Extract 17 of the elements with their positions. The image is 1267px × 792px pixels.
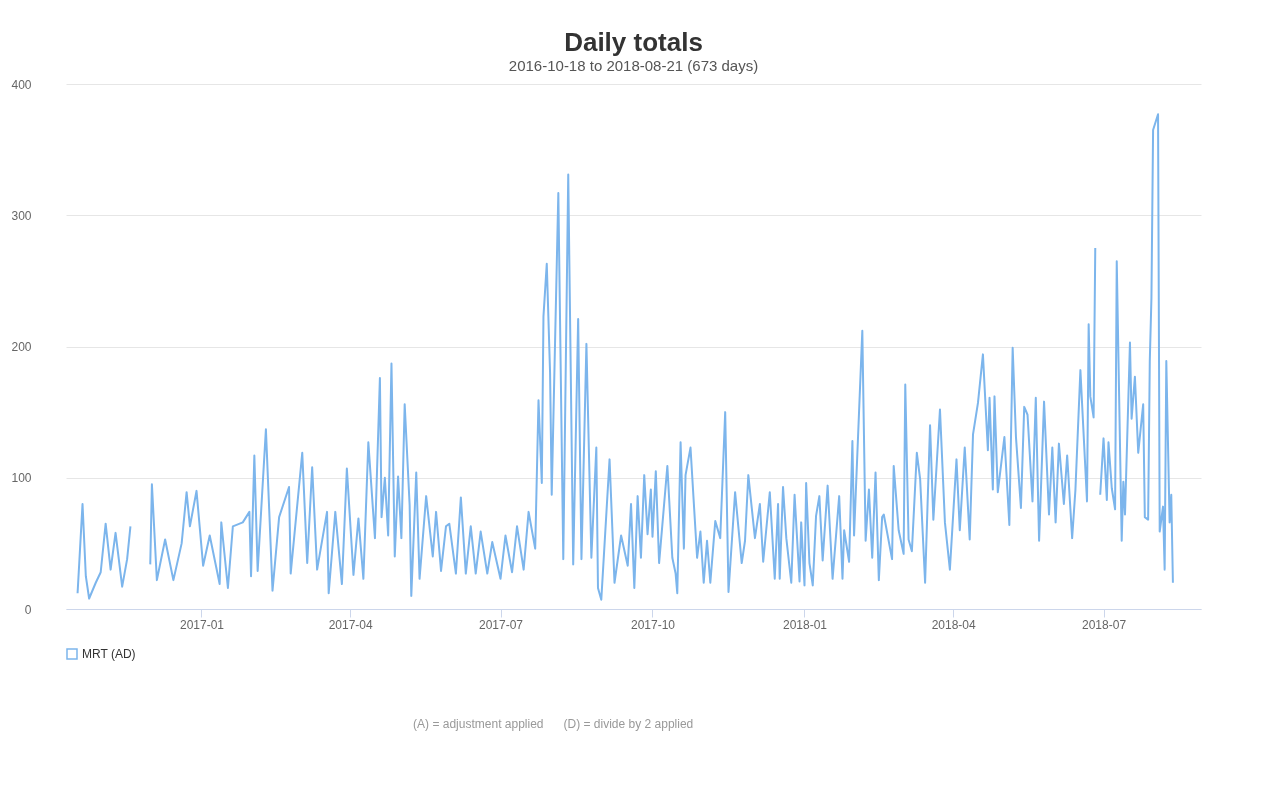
chart-subtitle: 2016-10-18 to 2018-08-21 (673 days)	[508, 57, 759, 74]
text: (D) = divide by 2 applied	[563, 717, 694, 731]
x-tick-label: 2017-10	[630, 617, 676, 632]
text: (A) = adjustment applied	[413, 717, 544, 731]
x-tick-label: 2017-07	[478, 617, 524, 632]
x-tick-label: 2018-07	[1082, 617, 1127, 632]
x-tick-label: 2018-01	[782, 617, 828, 632]
y-tick-label: 0	[24, 602, 32, 617]
y-tick-label: 100	[11, 471, 32, 486]
legend-label: MRT (AD)	[82, 647, 136, 661]
y-tick-label: 300	[11, 208, 32, 223]
x-tick-label: 2018-04	[931, 617, 977, 632]
chart-title: Daily totals	[564, 27, 703, 57]
x-tick-label: 2017-04	[328, 617, 373, 632]
x-tick-label: 2017-01	[179, 617, 225, 632]
y-tick-label: 200	[11, 340, 32, 354]
y-tick-label: 400	[11, 77, 32, 92]
